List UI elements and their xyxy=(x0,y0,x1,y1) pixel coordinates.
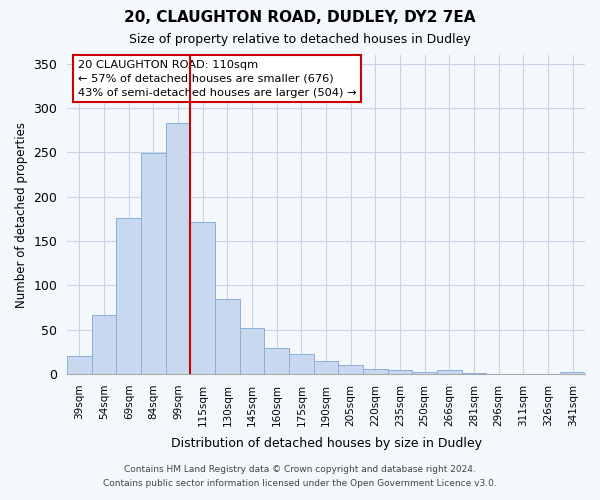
Bar xyxy=(388,370,412,374)
Bar xyxy=(412,372,437,374)
Bar xyxy=(67,356,92,374)
Text: Contains HM Land Registry data © Crown copyright and database right 2024.
Contai: Contains HM Land Registry data © Crown c… xyxy=(103,466,497,487)
X-axis label: Distribution of detached houses by size in Dudley: Distribution of detached houses by size … xyxy=(170,437,482,450)
Bar xyxy=(240,328,265,374)
Bar xyxy=(265,348,289,374)
Bar xyxy=(462,373,487,374)
Bar xyxy=(141,154,166,374)
Bar xyxy=(116,218,141,374)
Bar xyxy=(289,354,314,374)
Bar xyxy=(314,360,338,374)
Bar xyxy=(363,368,388,374)
Bar xyxy=(190,222,215,374)
Bar xyxy=(560,372,585,374)
Text: Size of property relative to detached houses in Dudley: Size of property relative to detached ho… xyxy=(129,32,471,46)
Text: 20, CLAUGHTON ROAD, DUDLEY, DY2 7EA: 20, CLAUGHTON ROAD, DUDLEY, DY2 7EA xyxy=(124,10,476,25)
Bar xyxy=(92,314,116,374)
Bar xyxy=(338,365,363,374)
Text: 20 CLAUGHTON ROAD: 110sqm
← 57% of detached houses are smaller (676)
43% of semi: 20 CLAUGHTON ROAD: 110sqm ← 57% of detac… xyxy=(77,60,356,98)
Bar xyxy=(437,370,462,374)
Y-axis label: Number of detached properties: Number of detached properties xyxy=(15,122,28,308)
Bar xyxy=(166,123,190,374)
Bar xyxy=(215,298,240,374)
